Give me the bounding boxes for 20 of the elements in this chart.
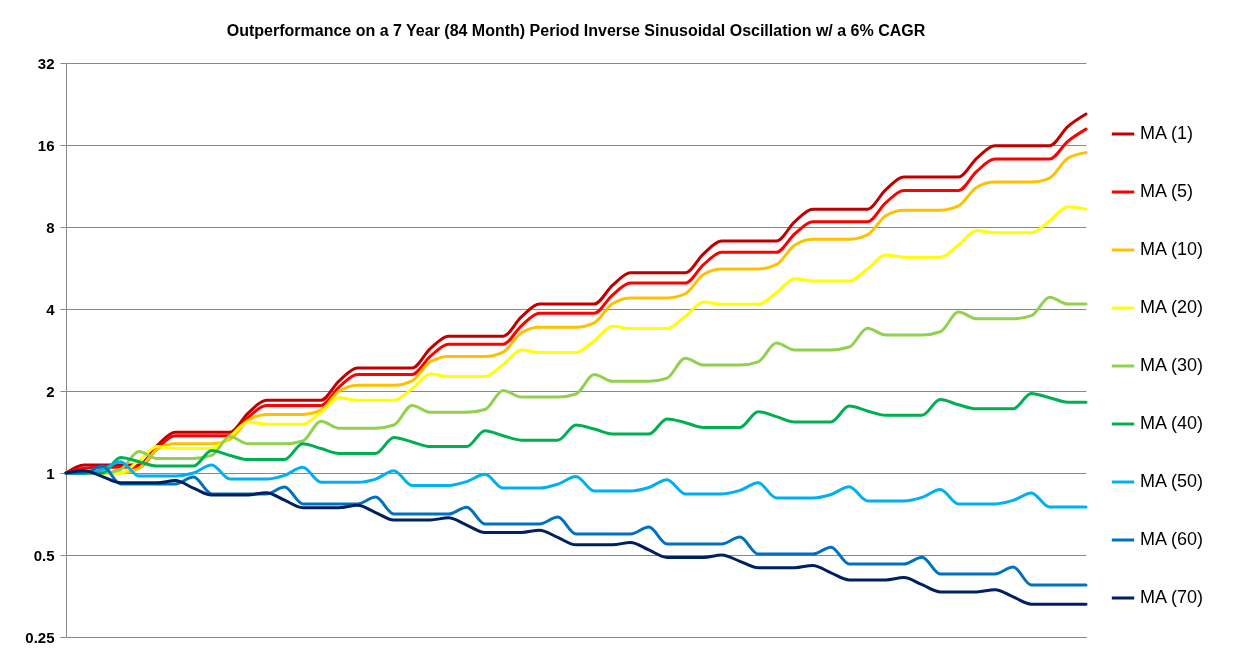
legend-label: MA (40): [1140, 413, 1204, 433]
y-tick-label: 8: [46, 218, 55, 236]
legend-label: MA (50): [1140, 471, 1204, 491]
y-tick-label: 32: [37, 54, 55, 72]
y-tick-label: 16: [37, 136, 55, 154]
y-tick-label: 2: [46, 382, 55, 400]
legend-label: MA (60): [1140, 529, 1204, 549]
y-tick-label: 1: [46, 464, 55, 482]
legend-label: MA (10): [1140, 239, 1204, 259]
line-series: [64, 469, 1088, 606]
y-tick-label: 0.25: [25, 628, 55, 646]
legend-label: MA (5): [1140, 181, 1194, 201]
y-tick-label: 4: [46, 300, 56, 318]
y-tick-label: 0.5: [33, 546, 55, 564]
legend-label: MA (70): [1140, 587, 1204, 607]
line-series: [64, 464, 1088, 587]
chart-title: Outperformance on a 7 Year (84 Month) Period Inverse Sinusoidal Oscillation w/ a 6% CAGR: [226, 22, 926, 39]
legend-label: MA (30): [1140, 355, 1204, 375]
legend-label: MA (1): [1140, 123, 1194, 143]
legend-label: MA (20): [1140, 297, 1204, 317]
